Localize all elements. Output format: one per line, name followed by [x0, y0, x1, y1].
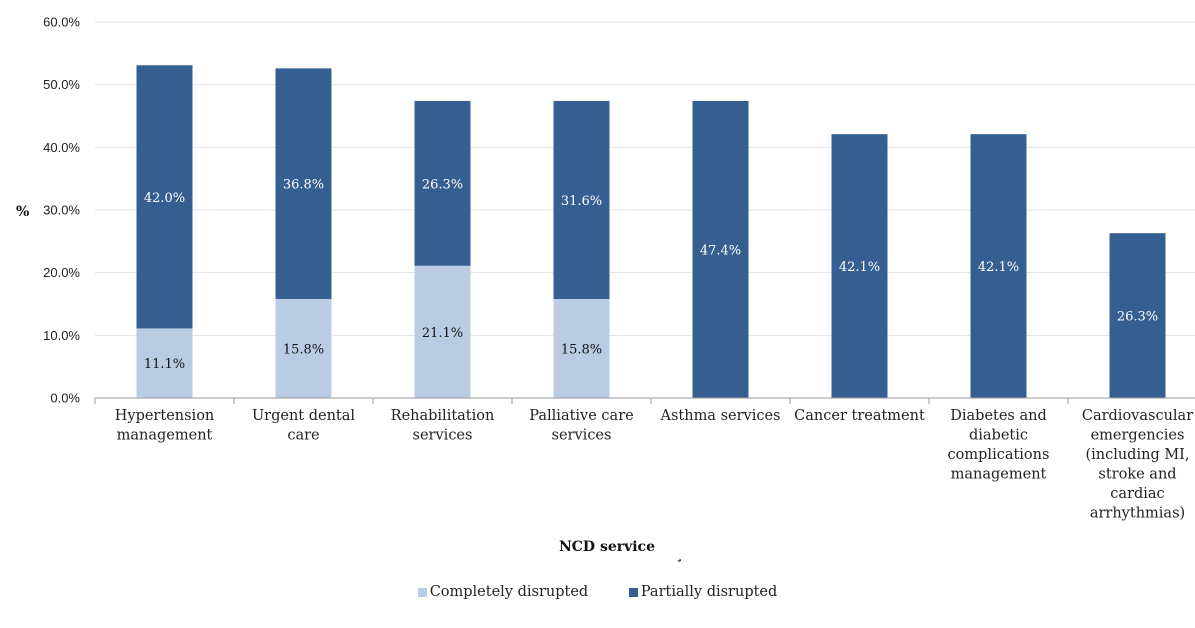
bar-segment — [553, 100, 610, 299]
x-axis — [94, 397, 1195, 404]
category-label: Diabetes and diabetic complications managem… — [948, 408, 1050, 483]
category-label: Cancer treatment — [794, 408, 925, 424]
bar-segment — [414, 100, 471, 266]
data-label: 42.1% — [839, 260, 880, 275]
category-label: Palliative care services — [529, 408, 633, 444]
bar-segment — [136, 65, 193, 329]
data-label: 31.6% — [561, 194, 602, 209]
data-label: 11.1% — [144, 357, 185, 372]
data-label: 36.8% — [283, 178, 324, 193]
category-label: Hypertension management — [115, 408, 215, 444]
y-tick-label: 30.0% — [43, 203, 80, 218]
y-tick-label: 40.0% — [43, 140, 80, 155]
legend-item-partially-disrupted: Partially disrupted — [628, 584, 778, 600]
y-tick-label: 20.0% — [43, 265, 80, 280]
legend-label-completely-disrupted: Completely disrupted — [429, 584, 589, 600]
data-label: 21.1% — [422, 326, 463, 341]
bar-segment — [692, 100, 749, 399]
data-label: 26.3% — [1117, 310, 1158, 325]
bar-segment — [414, 265, 471, 398]
category-label: Cardiovascular emergencies (including MI, s… — [1082, 408, 1193, 522]
legend-swatch-partially-disrupted — [628, 587, 638, 597]
data-label: 15.8% — [283, 342, 324, 357]
data-label: 42.1% — [978, 260, 1019, 275]
data-label: 42.0% — [144, 191, 185, 206]
y-axis-ticks: 0.0% 10.0% 20.0% 30.0% 40.0% 50.0% 60.0% — [43, 15, 80, 406]
data-label: 26.3% — [422, 177, 463, 192]
bar-segment — [275, 68, 332, 299]
legend-swatch-completely-disrupted — [417, 587, 427, 597]
y-axis-title: % — [16, 204, 29, 220]
bar-segment — [1109, 233, 1166, 398]
data-labels: 11.1% 42.0% 15.8% 36.8% 21.1% 26.3% 15.8% 31.6%… — [144, 177, 1158, 372]
bar-segment — [831, 134, 888, 398]
legend: Completely disrupted Partially disrupted — [0, 584, 1195, 601]
legend-label-partially-disrupted: Partially disrupted — [640, 584, 778, 600]
gridlines — [95, 21, 1195, 336]
bar-segment — [553, 298, 610, 398]
data-label: 47.4% — [700, 243, 741, 258]
bars — [136, 65, 1166, 399]
category-label: Rehabilitation services — [391, 408, 495, 444]
x-axis-title: NCD service — [559, 539, 655, 555]
data-label: 15.8% — [561, 342, 602, 357]
legend-item-completely-disrupted: Completely disrupted — [417, 584, 589, 600]
category-labels: Hypertension management Urgent dental care R… — [115, 408, 1193, 522]
y-tick-label: 0.0% — [50, 391, 80, 406]
bar-segment — [970, 134, 1027, 398]
category-label: Asthma services — [659, 408, 780, 424]
bar-segment — [275, 298, 332, 398]
category-label: Urgent dental care — [252, 408, 355, 444]
x-axis-title-mark: ¸ — [676, 547, 683, 563]
y-tick-label: 10.0% — [43, 328, 80, 343]
y-tick-label: 50.0% — [43, 77, 80, 92]
bar-segment — [136, 328, 193, 398]
y-tick-label: 60.0% — [43, 15, 80, 30]
